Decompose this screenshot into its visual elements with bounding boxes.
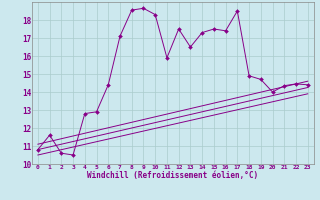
X-axis label: Windchill (Refroidissement éolien,°C): Windchill (Refroidissement éolien,°C) (87, 171, 258, 180)
